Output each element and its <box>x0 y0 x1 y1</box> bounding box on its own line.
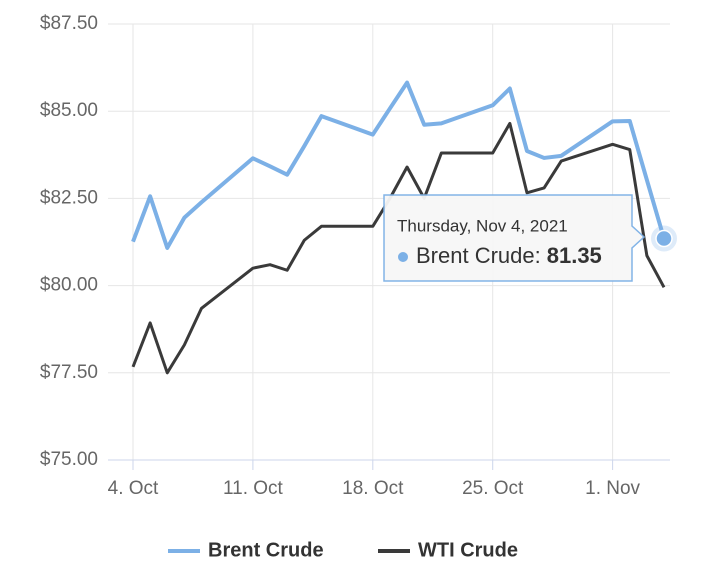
tooltip-value: 81.35 <box>547 243 602 268</box>
x-tick-label: 1. Nov <box>585 478 640 499</box>
y-tick-label: $75.00 <box>40 449 98 470</box>
x-tick-label: 4. Oct <box>108 478 159 499</box>
series-line <box>131 80 666 250</box>
tooltip: Thursday, Nov 4, 2021 Brent Crude: 81.35 <box>383 194 646 282</box>
y-tick-label: $82.50 <box>40 187 98 208</box>
x-tick-label: 11. Oct <box>223 478 284 499</box>
legend-label: Brent Crude <box>208 539 324 561</box>
y-tick-label: $85.00 <box>40 100 98 121</box>
x-tick-label: 18. Oct <box>342 478 404 499</box>
tooltip-box <box>383 194 646 282</box>
legend-label: WTI Crude <box>418 539 518 561</box>
series-line <box>131 121 666 375</box>
y-tick-label: $80.00 <box>40 275 98 296</box>
x-tick-label: 25. Oct <box>462 478 524 499</box>
tooltip-label: Brent Crude: <box>416 243 541 268</box>
tooltip-dot <box>398 252 408 262</box>
tooltip-date: Thursday, Nov 4, 2021 <box>397 216 568 235</box>
tooltip-text: Brent Crude: 81.35 <box>416 243 602 268</box>
y-tick-label: $77.50 <box>40 362 98 383</box>
y-tick-label: $87.50 <box>40 13 98 34</box>
hover-point <box>655 229 673 248</box>
